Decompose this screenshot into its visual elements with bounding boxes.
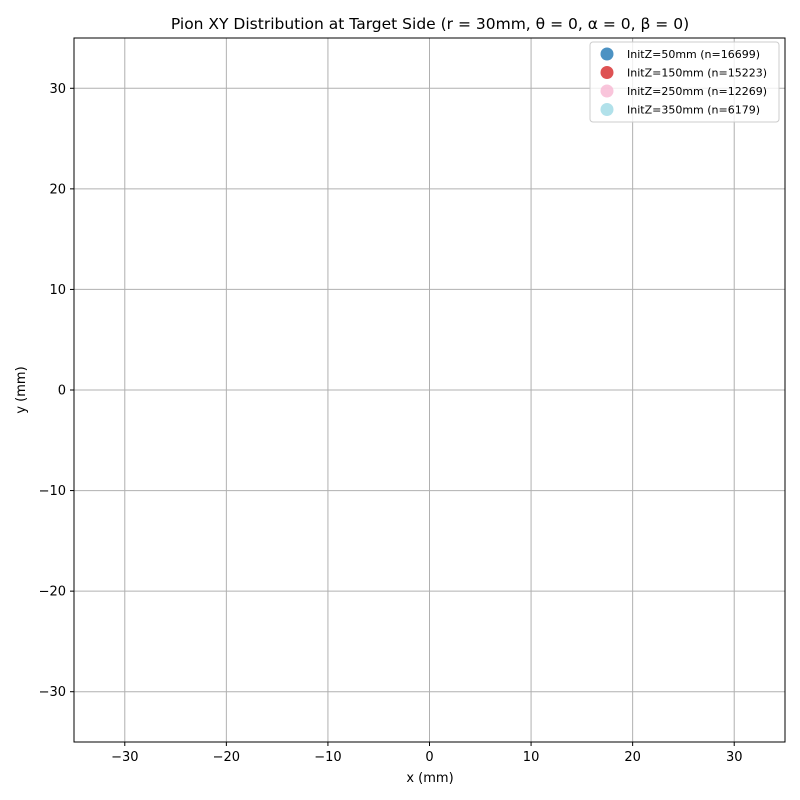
legend-label: InitZ=350mm (n=6179) <box>627 104 760 117</box>
x-tick-label: 30 <box>726 750 743 765</box>
legend-label: InitZ=250mm (n=12269) <box>627 85 767 98</box>
legend-marker <box>600 84 614 98</box>
y-tick-label: 0 <box>58 384 66 399</box>
legend-label: InitZ=150mm (n=15223) <box>627 67 767 80</box>
x-tick-label: 20 <box>624 750 641 765</box>
legend-label: InitZ=50mm (n=16699) <box>627 48 760 61</box>
x-tick-label: −20 <box>213 750 240 765</box>
y-tick-label: −20 <box>39 585 66 600</box>
legend-marker <box>600 66 614 79</box>
y-axis-label: y (mm) <box>14 366 29 413</box>
x-tick-label: 10 <box>523 750 540 765</box>
y-tick-label: 20 <box>49 182 66 197</box>
x-axis-label: x (mm) <box>406 771 453 786</box>
y-tick-label: 10 <box>49 283 66 298</box>
y-tick-label: 30 <box>49 82 66 97</box>
y-axis: −30 −20 −10 0 10 20 30 <box>39 82 74 700</box>
chart-title: Pion XY Distribution at Target Side (r =… <box>171 15 689 33</box>
legend: InitZ=50mm (n=16699) InitZ=150mm (n=15223… <box>589 41 780 123</box>
x-axis: −30 −20 −10 0 10 20 30 <box>111 742 742 765</box>
legend-marker <box>600 103 614 116</box>
x-tick-label: −30 <box>111 750 138 765</box>
grid <box>74 38 785 742</box>
y-tick-label: −10 <box>39 484 66 499</box>
legend-box <box>589 41 780 123</box>
y-tick-label: −30 <box>39 685 66 700</box>
legend-marker <box>600 47 614 61</box>
x-tick-label: 0 <box>425 750 433 765</box>
x-tick-label: −10 <box>314 750 341 765</box>
